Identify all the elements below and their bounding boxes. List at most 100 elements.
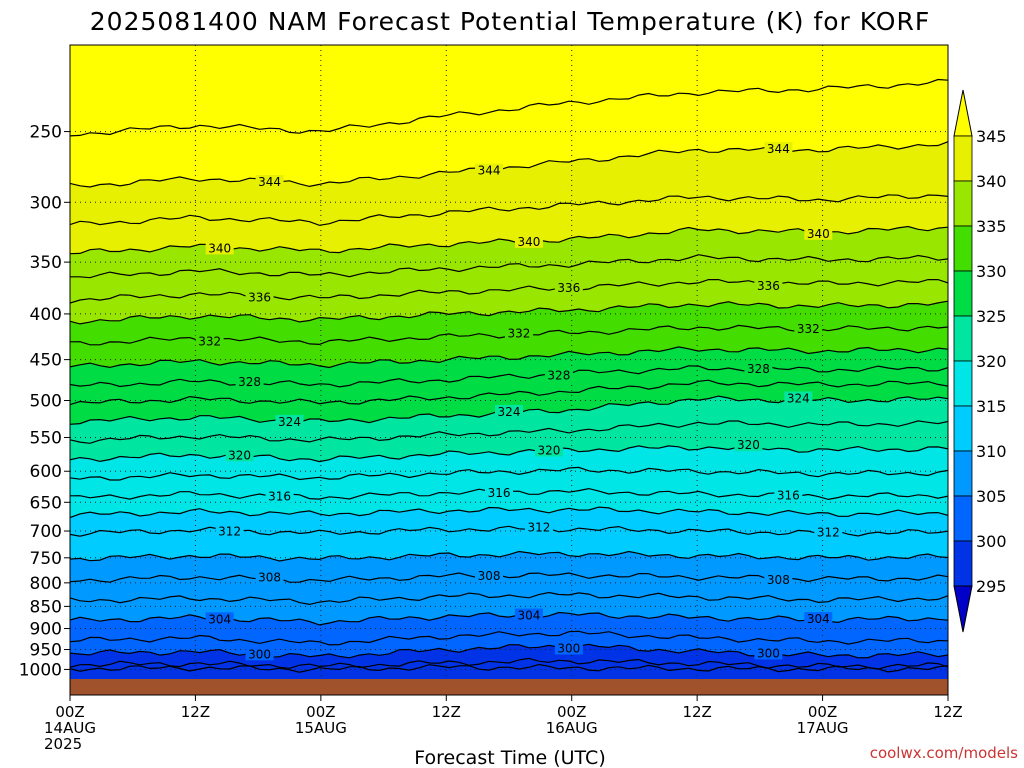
contour-label-332: 332	[198, 334, 221, 348]
contour-label-bg	[215, 524, 244, 538]
contour-338	[70, 254, 948, 279]
y-tick-label-750: 750	[30, 549, 62, 569]
y-tick-label-700: 700	[30, 522, 62, 542]
contour-label-bg	[514, 234, 543, 248]
y-tick-label-650: 650	[30, 493, 62, 513]
contour-label-bg	[265, 489, 294, 503]
contour-310	[70, 550, 948, 562]
contour-label-bg	[534, 443, 563, 457]
x-tick-label: 00Z	[55, 703, 84, 721]
colorbar-bottom-arrow	[953, 585, 973, 633]
colorbar-segment	[953, 540, 973, 587]
contour-lines: 300 300 300 304 304 304 308 308 308 312 312 312 316 3…	[70, 78, 948, 673]
colorbar-segment	[953, 405, 973, 452]
x-tick-label: 15AUG	[295, 719, 347, 737]
colorbar-label-310: 310	[976, 442, 1007, 461]
contour-344	[70, 141, 948, 188]
contour-label-bg	[245, 647, 274, 661]
contour-label-312: 312	[817, 525, 840, 539]
band-340	[70, 226, 948, 278]
y-tick-label-500: 500	[30, 391, 62, 411]
colorbar-segment	[953, 135, 973, 182]
contour-label-316: 316	[488, 486, 511, 500]
contour-346	[70, 78, 948, 137]
colorbar-segment	[953, 225, 973, 272]
colorbar-segment	[953, 450, 973, 497]
contour-label-bg	[485, 486, 514, 500]
contour-336	[70, 279, 948, 304]
colorbar-label-315: 315	[976, 397, 1007, 416]
x-tick-label: 14AUG	[44, 719, 96, 737]
colorbar-label-320: 320	[976, 352, 1007, 371]
contour-label-320: 320	[737, 438, 760, 452]
band-346	[70, 79, 948, 187]
contour-label-bg	[225, 448, 254, 462]
contour-label-bg	[255, 570, 284, 584]
colorbar-segment	[953, 315, 973, 362]
band-326	[70, 380, 948, 425]
contour-308	[70, 572, 948, 583]
x-tick-label: 2025	[44, 735, 82, 753]
contour-label-bg	[754, 278, 783, 292]
contour-label-bg	[554, 280, 583, 294]
band-306	[70, 592, 948, 625]
contour-label-bg	[255, 174, 284, 188]
contour-label-324: 324	[278, 415, 301, 429]
x-tick-label: 00Z	[306, 703, 335, 721]
x-tick-label: 12Z	[181, 703, 210, 721]
contour-label-bg	[275, 414, 304, 428]
colorbar-label-335: 335	[976, 217, 1007, 236]
contour-318	[70, 466, 948, 481]
colorbar-segment	[953, 360, 973, 407]
contour-label-bg	[245, 290, 274, 304]
contour-label-bg	[734, 438, 763, 452]
contour-label-300: 300	[248, 647, 271, 661]
contour-label-bg	[804, 226, 833, 240]
contour-label-bg	[754, 646, 783, 660]
contour-342	[70, 194, 948, 226]
band-342	[70, 194, 948, 254]
contour-label-bg	[744, 361, 773, 375]
contour-label-324: 324	[498, 405, 521, 419]
y-tick-label-300: 300	[30, 193, 62, 213]
contour-320	[70, 444, 948, 463]
contour-label-bg	[544, 368, 573, 382]
plot-frame	[69, 44, 949, 696]
y-tick-label-350: 350	[30, 253, 62, 273]
contour-label-308: 308	[258, 571, 281, 585]
x-tick-label: 00Z	[808, 703, 837, 721]
x-axis-label: Forecast Time (UTC)	[414, 747, 605, 768]
contour-label-308: 308	[478, 569, 501, 583]
x-tick-label: 12Z	[933, 703, 962, 721]
y-tick-label-1000: 1000	[19, 660, 62, 680]
y-tick-label-900: 900	[30, 620, 62, 640]
y-tick-label-550: 550	[30, 428, 62, 448]
contour-296	[70, 663, 948, 673]
band-344	[70, 141, 948, 226]
contour-label-bg	[804, 612, 833, 626]
colorbar-label-305: 305	[976, 487, 1007, 506]
contour-label-344: 344	[478, 164, 501, 178]
contour-label-bg	[495, 404, 523, 418]
credit-text: coolwx.com/models	[870, 744, 1018, 762]
contour-label-324: 324	[787, 392, 810, 406]
band-304	[70, 612, 948, 645]
contour-label-336: 336	[248, 290, 271, 304]
colorbar-label-345: 345	[976, 127, 1007, 146]
colorbar: 295 300 305 310 315 320 325 330 335 340 345	[953, 89, 1007, 633]
y-tick-label-850: 850	[30, 597, 62, 617]
contour-298	[70, 657, 948, 670]
colorbar-label-325: 325	[976, 307, 1007, 326]
contour-326	[70, 379, 948, 406]
contour-label-bg	[764, 572, 793, 586]
band-332	[70, 325, 948, 368]
contour-label-308: 308	[767, 573, 790, 587]
contour-314	[70, 506, 948, 519]
colorbar-label-330: 330	[976, 262, 1007, 281]
contour-label-bg	[205, 612, 234, 626]
contour-label-344: 344	[258, 175, 281, 189]
contour-label-bg	[205, 241, 234, 255]
contour-label-bg	[774, 488, 803, 502]
